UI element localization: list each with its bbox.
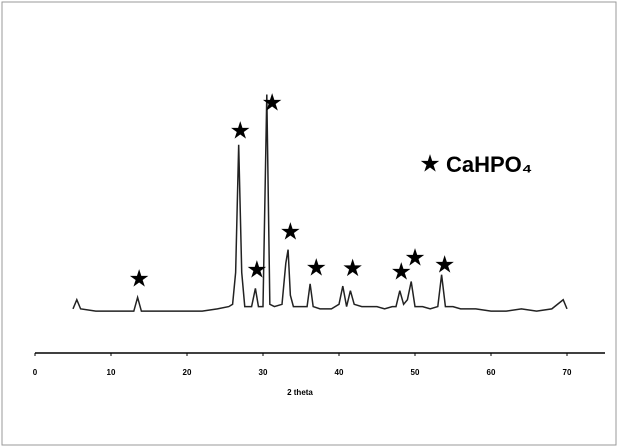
peak-star: ★: [246, 256, 268, 283]
peak-star: ★: [404, 244, 426, 271]
x-tick-label: 0: [33, 368, 38, 377]
peak-star: ★: [280, 218, 302, 245]
legend-marker: ★: [419, 150, 441, 177]
x-tick-label: 60: [487, 368, 496, 377]
peak-star: ★: [434, 251, 456, 278]
x-axis-label: 2 theta: [287, 388, 313, 397]
peak-star: ★: [305, 254, 327, 281]
x-tick-label: 40: [335, 368, 344, 377]
legend-label: CaHPO₄: [446, 152, 532, 177]
peak-star: ★: [342, 255, 364, 282]
x-tick-label: 20: [183, 368, 192, 377]
x-tick-label: 70: [563, 368, 572, 377]
xrd-pattern: [72, 94, 568, 312]
peak-star: ★: [229, 117, 251, 144]
peak-star: ★: [391, 258, 413, 285]
x-tick-label: 10: [107, 368, 116, 377]
x-tick-label: 50: [411, 368, 420, 377]
peak-star: ★: [261, 89, 283, 116]
x-tick-label: 30: [259, 368, 268, 377]
peak-star: ★: [128, 265, 150, 292]
